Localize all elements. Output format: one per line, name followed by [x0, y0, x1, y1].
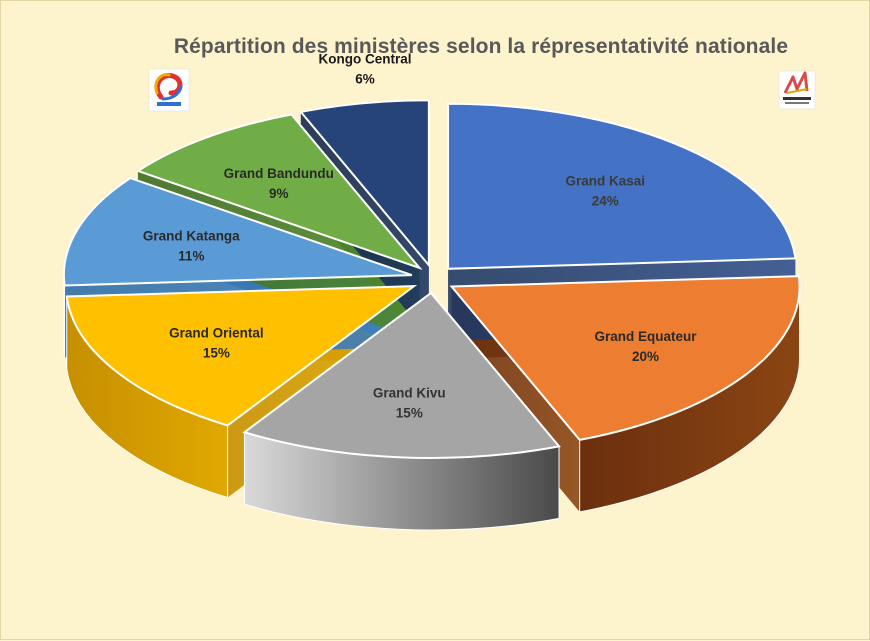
pie-labels: Grand Kasai 24% Grand Equateur 20% Grand Kiv… [143, 52, 697, 421]
slice-label-grand-kasai: Grand Kasai [566, 173, 646, 188]
pie-slice-grand-kivu [242, 291, 561, 459]
us-films-logo [148, 68, 190, 112]
slice-label-grand-katanga: Grand Katanga [143, 229, 240, 244]
pie-slice-grand-kasai [447, 102, 797, 270]
pie-slice-kongo-central [298, 99, 430, 269]
pie-slice-grand-oriental [65, 285, 418, 427]
slice-label-grand-oriental: Grand Oriental [169, 326, 264, 341]
pie-slice-grand-bandundu [135, 113, 423, 271]
pie-slices [62, 99, 801, 459]
slice-value-grand-kivu: 15% [396, 405, 423, 420]
slice-value-grand-katanga: 11% [178, 249, 204, 264]
slice-label-grand-equateur: Grand Equateur [594, 329, 697, 344]
pie-slice-grand-katanga [62, 177, 413, 287]
pie-slice-side-grand-katanga [63, 275, 66, 358]
slice-label-grand-kivu: Grand Kivu [373, 385, 446, 400]
slice-label-kongo-central: Kongo Central [318, 52, 411, 67]
slice-value-grand-equateur: 20% [632, 349, 659, 364]
slice-value-grand-oriental: 15% [203, 346, 230, 361]
slice-value-grand-kasai: 24% [592, 193, 619, 208]
chart-title: Répartition des ministères selon la répr… [173, 35, 789, 58]
slice-value-kongo-central: 6% [355, 72, 375, 87]
slice-value-grand-bandundu: 9% [269, 186, 289, 201]
pie-slice-grand-equateur [449, 275, 801, 442]
new-pegasus-logo [778, 70, 816, 110]
slice-label-grand-bandundu: Grand Bandundu [224, 166, 334, 181]
